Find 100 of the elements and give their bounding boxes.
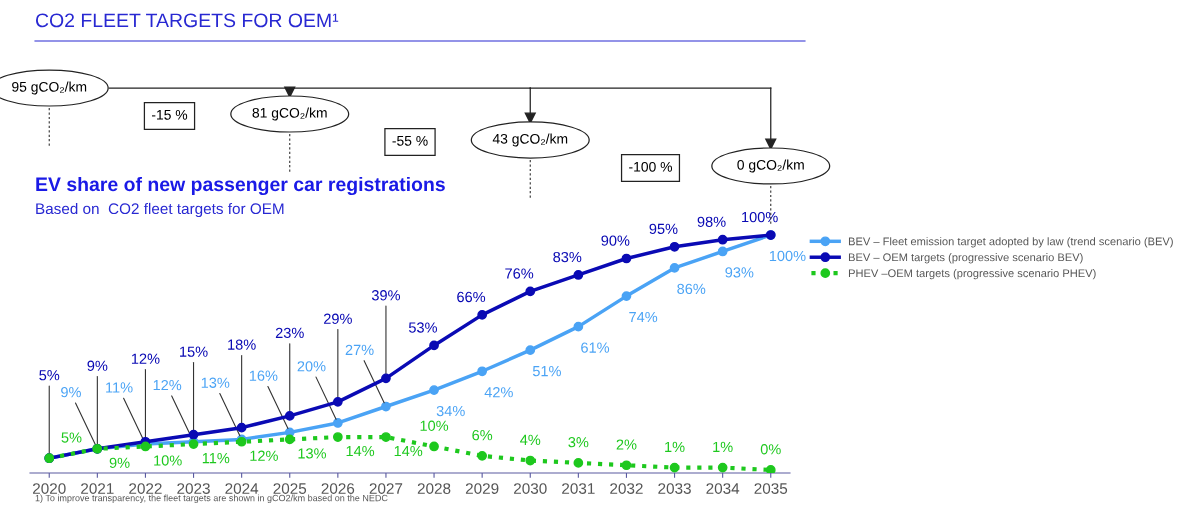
data-label: 100% [742, 211, 778, 223]
point [477, 310, 488, 320]
data-label: 34% [436, 405, 465, 417]
point [284, 434, 295, 445]
point [284, 411, 295, 421]
x-tick-label: 2021 [81, 483, 114, 494]
data-label: 0% [760, 444, 781, 455]
point [381, 432, 391, 442]
point [765, 465, 776, 473]
x-tick-label: 2028 [417, 483, 451, 494]
data-label: 66% [457, 291, 486, 303]
data-label: 12% [250, 450, 278, 461]
x-tick-label: 2023 [177, 483, 210, 494]
point [621, 291, 632, 301]
point [429, 340, 439, 351]
point [669, 241, 680, 252]
data-label: 29% [323, 313, 352, 324]
text: -100 % [629, 161, 673, 172]
point [573, 270, 584, 280]
data-label: 9% [87, 360, 108, 371]
data-label: 10% [420, 420, 449, 431]
x-tick-label: 2029 [465, 483, 499, 494]
data-label: 14% [394, 445, 423, 457]
data-label: 86% [677, 283, 706, 295]
x-tick-label: 2024 [225, 483, 259, 494]
annotation: 43 gCO₂/km [492, 133, 568, 147]
data-label: 13% [298, 448, 327, 459]
data-label: 61% [581, 342, 610, 353]
point [332, 418, 343, 428]
annotation: 95 gCO₂/km [12, 81, 87, 95]
data-label: 42% [484, 387, 513, 398]
data-label: 20% [297, 361, 326, 372]
legend-label: BEV – Fleet emission target adopted by law (trend scenario (BEV) [848, 237, 1173, 248]
data-label: 13% [201, 377, 230, 388]
point [188, 429, 199, 440]
data-label: 14% [346, 445, 375, 457]
point [477, 366, 488, 377]
x-tick-label: 2026 [321, 483, 355, 494]
data-label: 10% [154, 455, 182, 466]
data-label: 23% [275, 327, 304, 339]
text: Based on CO2 fleet targets for OEM [36, 202, 284, 218]
x-tick-label: 2034 [706, 483, 740, 494]
data-label: 12% [153, 379, 182, 391]
point [525, 286, 536, 297]
point [381, 373, 391, 384]
annotation: 0 gCO₂/km [737, 159, 804, 173]
data-label: 6% [472, 429, 493, 441]
chart-subtitle: EV share of new passenger car registrations [36, 176, 445, 196]
data-label: 1% [713, 441, 733, 453]
data-label: 3% [568, 437, 589, 448]
x-tick-label: 2027 [369, 483, 403, 494]
data-label: 9% [109, 457, 130, 468]
point [525, 345, 536, 355]
point [669, 462, 680, 473]
data-label: 39% [371, 290, 401, 301]
point [573, 321, 584, 332]
data-label: 1% [665, 441, 685, 453]
point [429, 385, 439, 395]
point [525, 455, 536, 466]
data-label: 51% [532, 366, 561, 377]
point [332, 396, 343, 407]
x-tick-label: 2020 [33, 483, 66, 494]
point [621, 253, 632, 264]
chart-title: CO2 FLEET TARGETS FOR OEM¹ [35, 13, 339, 28]
data-label: 12% [131, 353, 160, 364]
data-label: 76% [505, 268, 534, 279]
data-label: 93% [725, 267, 754, 278]
point [332, 432, 343, 442]
data-label: 95% [649, 223, 678, 235]
data-label: 5% [61, 432, 82, 443]
point [477, 450, 488, 461]
point [717, 462, 728, 473]
legend-label: PHEV –OEM targets (progressive scenario PHEV) [848, 268, 1096, 280]
point [717, 246, 728, 257]
text: -15 % [151, 109, 188, 120]
point [236, 422, 247, 433]
data-label: 5% [39, 370, 60, 381]
data-label: 90% [601, 235, 630, 246]
data-label: 15% [180, 346, 208, 357]
data-label: 16% [249, 370, 278, 381]
point [717, 234, 728, 245]
text: 1) To improve transparency, the fleet targets are shown in gCO2/km based on the NEDC [35, 494, 388, 503]
x-tick-label: 2035 [754, 483, 788, 494]
data-label: 11% [202, 453, 230, 464]
data-label: 9% [61, 386, 81, 398]
x-tick-label: 2030 [514, 483, 547, 494]
x-tick-label: 2033 [658, 483, 691, 494]
point [573, 458, 584, 468]
x-tick-label: 2031 [562, 483, 595, 494]
x-tick-label: 2025 [273, 483, 307, 494]
point [621, 460, 632, 471]
point [429, 441, 439, 452]
x-tick-label: 2022 [129, 483, 162, 494]
data-label: 2% [616, 439, 637, 450]
data-label: 11% [106, 382, 133, 393]
data-label: 74% [629, 311, 658, 323]
data-label: 53% [408, 322, 438, 333]
x-tick-label: 2032 [610, 483, 643, 494]
point [381, 401, 391, 412]
point [669, 263, 680, 273]
